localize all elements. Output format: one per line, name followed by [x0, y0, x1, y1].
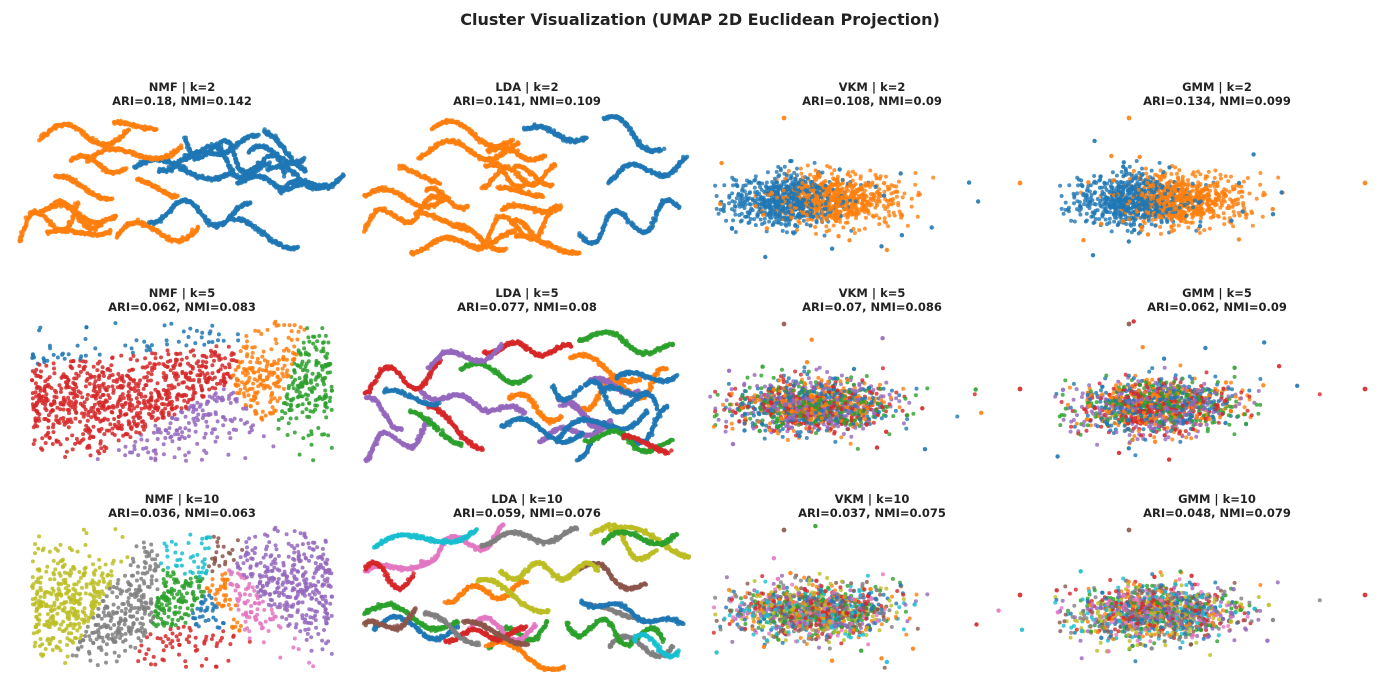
subplot-lda-k2: LDA | k=2 ARI=0.141, NMI=0.109: [362, 80, 692, 280]
scatter-point: [166, 164, 171, 169]
subplot-nmf-k2: NMF | k=2 ARI=0.18, NMI=0.142: [17, 80, 347, 280]
scatter-point: [304, 179, 309, 185]
scatter-point: [124, 166, 129, 171]
scatter-plot: [17, 118, 346, 252]
scatter-point: [153, 127, 158, 132]
scatter-point: [183, 166, 188, 171]
scatter-point: [281, 174, 287, 179]
figure-title: Cluster Visualization (UMAP 2D Euclidean…: [0, 10, 1400, 29]
subplot-metrics: ARI=0.18, NMI=0.142: [17, 94, 347, 108]
scatter-plot: [713, 115, 1023, 260]
scatter-point: [256, 132, 261, 137]
scatter-point: [235, 206, 240, 211]
scatter-point: [178, 143, 184, 148]
scatter-point: [89, 219, 94, 225]
subplot-title: LDA | k=2: [362, 80, 692, 94]
scatter-point: [472, 153, 478, 158]
subplot-title: VKM | k=2: [707, 80, 1037, 94]
scatter-point: [48, 229, 53, 234]
scatter-point: [289, 155, 295, 160]
scatter-point: [515, 140, 520, 145]
subplot-vkm-k2: VKM | k=2 ARI=0.108, NMI=0.09: [707, 80, 1037, 280]
scatter-point: [662, 146, 667, 151]
scatter-point: [584, 135, 589, 140]
scatter-point: [552, 162, 558, 167]
scatter-point: [540, 194, 546, 200]
scatter-point: [230, 169, 235, 175]
scatter-point: [204, 219, 210, 224]
scatter-point: [550, 182, 555, 187]
scatter-point: [126, 127, 131, 132]
scatter-point: [256, 160, 261, 165]
scatter-point: [577, 250, 582, 256]
scatter-point: [650, 216, 656, 221]
scatter-point: [195, 225, 201, 230]
scatter-point: [494, 217, 500, 222]
scatter-point: [437, 181, 443, 186]
scatter-point: [302, 155, 307, 161]
scatter-point: [558, 205, 564, 210]
scatter-point: [511, 228, 516, 233]
scatter-point: [267, 160, 272, 165]
scatter-point: [91, 231, 97, 236]
subplot-metrics: ARI=0.108, NMI=0.09: [707, 94, 1037, 108]
scatter-point: [257, 173, 262, 179]
scatter-point: [510, 137, 516, 143]
scatter-point: [229, 145, 234, 150]
scatter-point: [542, 153, 548, 158]
scatter-point: [303, 168, 308, 173]
scatter-point: [525, 181, 530, 186]
scatter-point: [100, 218, 105, 223]
scatter-point: [465, 203, 470, 209]
scatter-point: [175, 193, 180, 198]
scatter-point: [512, 167, 517, 172]
scatter-point: [108, 227, 113, 233]
scatter-point: [340, 172, 346, 177]
scatter-point: [190, 227, 195, 232]
subplot-title: NMF | k=2: [17, 80, 347, 94]
scatter-point: [501, 247, 507, 252]
scatter-point: [549, 208, 554, 214]
scatter-point: [684, 154, 690, 159]
scatter-plot: [362, 113, 690, 257]
scatter-point: [295, 244, 301, 250]
scatter-point: [90, 135, 95, 141]
scatter-point: [270, 165, 275, 170]
scatter-point: [75, 200, 81, 205]
scatter-point: [225, 159, 230, 165]
scatter-point: [112, 213, 118, 218]
scatter-point: [110, 196, 115, 201]
scatter-point: [676, 205, 682, 211]
scatter-point: [445, 195, 450, 200]
scatter-point: [248, 200, 253, 205]
subplot-metrics: ARI=0.141, NMI=0.109: [362, 94, 692, 108]
